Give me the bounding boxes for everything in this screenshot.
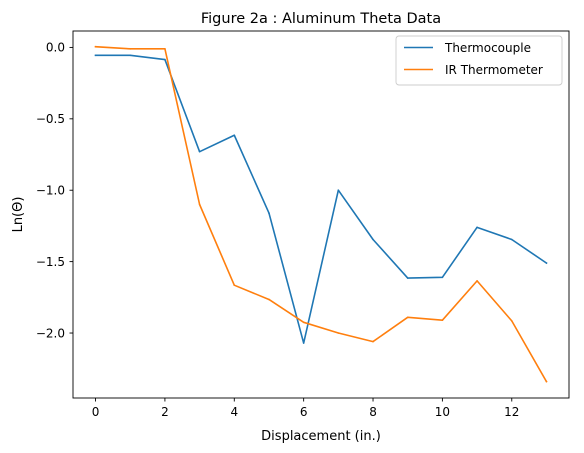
data-point bbox=[545, 262, 548, 264]
y-tick-label: −1.5 bbox=[36, 255, 65, 269]
legend: Thermocouple IR Thermometer bbox=[395, 35, 563, 86]
x-axis-ticks: 0 2 4 6 8 10 12 bbox=[92, 398, 519, 419]
data-point bbox=[233, 134, 236, 137]
axes-frame bbox=[72, 30, 570, 399]
data-point bbox=[94, 54, 97, 57]
y-axis-label: Ln(Θ) bbox=[11, 197, 26, 233]
data-point bbox=[198, 150, 201, 153]
legend-entries: Thermocouple IR Thermometer bbox=[404, 41, 543, 77]
data-point bbox=[164, 58, 166, 61]
chart-title: Figure 2a : Aluminum Theta Data bbox=[201, 11, 441, 27]
x-tick-label: 8 bbox=[369, 405, 377, 419]
plot-area: 0 2 4 6 8 10 12 0.0 −0.5 −1.0 −1.5 −2.0 bbox=[36, 30, 570, 419]
data-point bbox=[476, 226, 478, 229]
series-line-1 bbox=[94, 45, 548, 383]
x-axis-label: Displacement (in.) bbox=[261, 429, 381, 444]
data-point bbox=[337, 332, 340, 334]
data-point bbox=[337, 189, 340, 192]
data-point bbox=[545, 380, 548, 383]
data-point bbox=[233, 284, 236, 286]
y-tick-label: −1.0 bbox=[36, 184, 65, 198]
data-point bbox=[129, 48, 132, 50]
x-tick-label: 10 bbox=[435, 405, 450, 419]
x-tick-label: 12 bbox=[504, 405, 519, 419]
legend-label: IR Thermometer bbox=[445, 63, 543, 77]
data-point bbox=[372, 340, 374, 343]
x-tick-label: 4 bbox=[230, 405, 238, 419]
data-point bbox=[198, 203, 201, 206]
data-point bbox=[476, 280, 478, 282]
data-point bbox=[268, 298, 270, 301]
x-tick-label: 0 bbox=[92, 405, 100, 419]
y-axis-ticks: 0.0 −0.5 −1.0 −1.5 −2.0 bbox=[36, 41, 73, 340]
y-tick-label: −0.5 bbox=[36, 112, 65, 126]
data-point bbox=[441, 319, 444, 321]
data-point bbox=[441, 276, 444, 279]
data-point bbox=[510, 238, 513, 241]
y-tick-label: −2.0 bbox=[36, 326, 65, 340]
data-point bbox=[302, 342, 305, 344]
legend-label: Thermocouple bbox=[444, 41, 531, 55]
data-point bbox=[406, 277, 409, 279]
y-tick-label: 0.0 bbox=[46, 41, 65, 55]
data-point bbox=[268, 212, 270, 214]
x-tick-label: 6 bbox=[300, 405, 308, 419]
x-tick-label: 2 bbox=[161, 405, 169, 419]
data-point bbox=[406, 316, 409, 319]
data-point bbox=[302, 321, 305, 324]
series-line-0 bbox=[94, 54, 548, 344]
data-point bbox=[510, 320, 513, 322]
data-point bbox=[129, 54, 132, 57]
series-layer bbox=[94, 45, 548, 383]
data-point bbox=[372, 238, 374, 241]
data-point bbox=[164, 48, 166, 50]
data-point bbox=[94, 45, 97, 48]
legend-box bbox=[395, 35, 563, 86]
